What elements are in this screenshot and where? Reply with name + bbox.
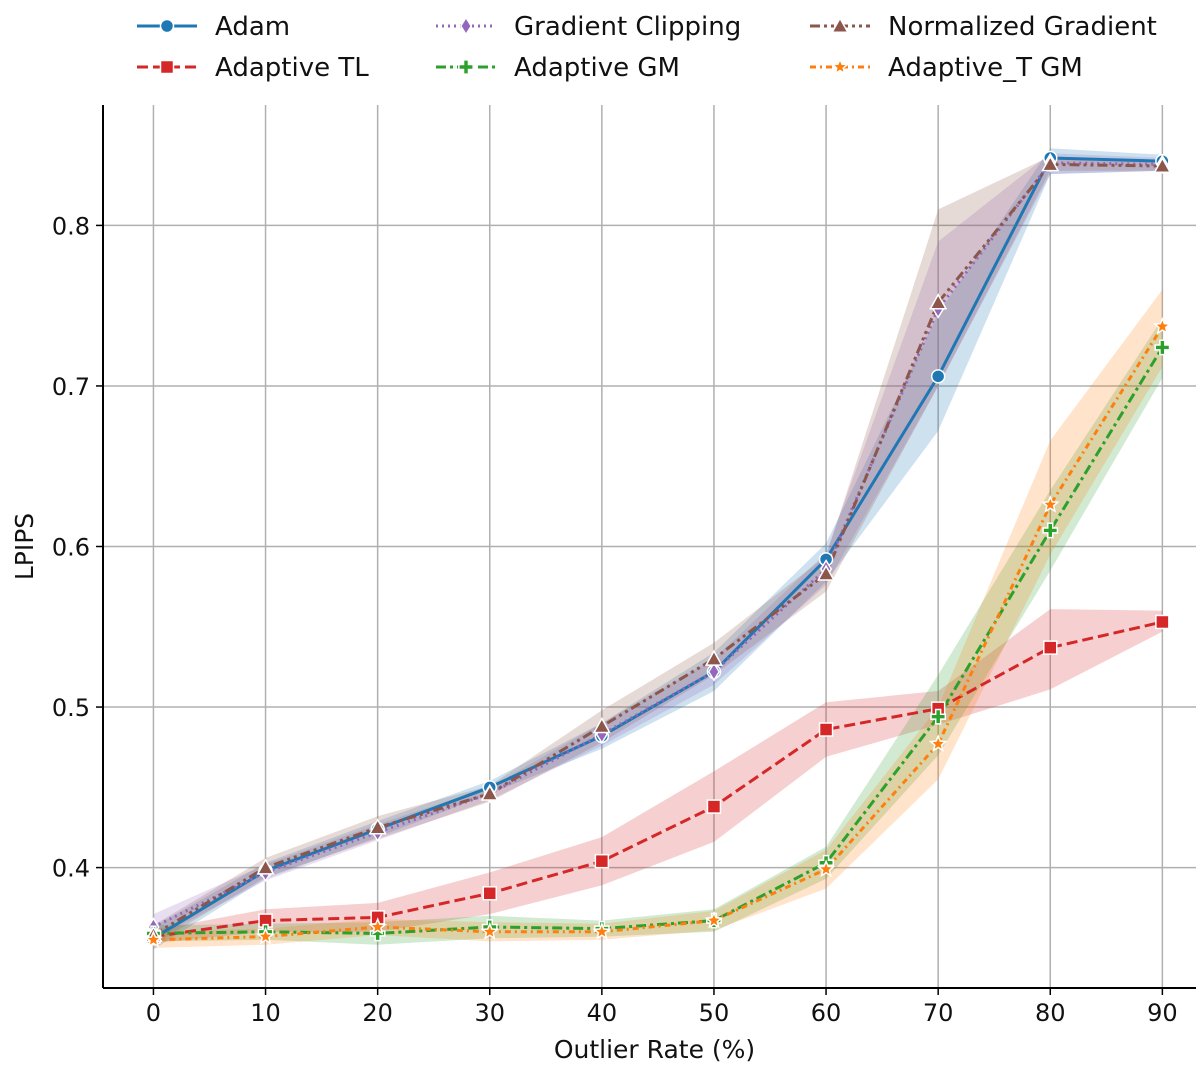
legend-label-normalized-gradient: Normalized Gradient bbox=[888, 12, 1157, 42]
band-adaptive-tl bbox=[153, 609, 1163, 943]
marker-adaptive-tl-90 bbox=[1155, 614, 1170, 630]
marker-gradient-clipping-50 bbox=[707, 661, 721, 682]
x-tick-label-40: 40 bbox=[587, 999, 618, 1027]
marker-adaptive-tl-60 bbox=[818, 722, 834, 737]
marker-adaptive-tl-50 bbox=[706, 799, 722, 814]
marker-adaptive-tl-40 bbox=[594, 853, 610, 869]
marker-adaptive-t-gm-30 bbox=[480, 922, 500, 940]
x-tick-label-60: 60 bbox=[811, 999, 842, 1027]
marker-adaptive-t-gm-20 bbox=[368, 917, 387, 935]
marker-adaptive-t-gm-90 bbox=[1153, 316, 1172, 335]
legend: Adam Adaptive TL Gradient Clipping Adaptive… bbox=[137, 12, 1157, 83]
x-tick-label-90: 90 bbox=[1147, 999, 1178, 1027]
x-tick-label-0: 0 bbox=[146, 999, 161, 1027]
y-tick-label-0.7: 0.7 bbox=[52, 373, 90, 401]
marker-normalized-gradient-20 bbox=[368, 818, 387, 835]
legend-label-adaptive-tl: Adaptive TL bbox=[215, 53, 369, 83]
y-tick-label-0.4: 0.4 bbox=[52, 855, 90, 883]
marker-normalized-gradient-10 bbox=[256, 858, 275, 875]
legend-label-adam: Adam bbox=[215, 12, 290, 42]
x-tick-label-50: 50 bbox=[699, 999, 730, 1027]
marker-adaptive-t-gm-0 bbox=[144, 930, 163, 948]
band-normalized-gradient bbox=[153, 156, 1163, 945]
marker-adaptive-gm-90 bbox=[1154, 339, 1171, 356]
y-tick-label-0.5: 0.5 bbox=[52, 694, 90, 722]
marker-adaptive-gm-80 bbox=[1042, 522, 1059, 539]
series-lines bbox=[152, 156, 1164, 942]
legend-marker-adaptive-t-gm bbox=[830, 57, 850, 75]
y-tick-label-0.8: 0.8 bbox=[52, 212, 90, 240]
legend-marker-adaptive-tl bbox=[159, 59, 175, 75]
confidence-bands bbox=[153, 148, 1163, 950]
legend-label-gradient-clipping: Gradient Clipping bbox=[514, 12, 741, 42]
series-markers bbox=[144, 150, 1172, 948]
x-tick-label-20: 20 bbox=[362, 999, 393, 1027]
marker-adaptive-t-gm-80 bbox=[1040, 495, 1060, 513]
x-tick-label-80: 80 bbox=[1035, 999, 1066, 1027]
legend-item-normalized-gradient: Normalized Gradient bbox=[810, 12, 1157, 42]
series-line-gradient-clipping bbox=[152, 161, 1163, 929]
marker-adaptive-tl-30 bbox=[482, 886, 498, 901]
legend-marker-gradient-clipping bbox=[459, 16, 473, 36]
marker-adaptive-t-gm-10 bbox=[256, 926, 275, 945]
band-gradient-clipping bbox=[153, 153, 1163, 940]
x-axis-title: Outlier Rate (%) bbox=[554, 1035, 755, 1064]
legend-marker-normalized-gradient bbox=[830, 16, 850, 33]
marker-normalized-gradient-90 bbox=[1153, 156, 1172, 173]
marker-adaptive-t-gm-60 bbox=[816, 859, 836, 878]
legend-item-adaptive-t-gm: Adaptive_T GM bbox=[810, 53, 1083, 83]
legend-label-adaptive-t-gm: Adaptive_T GM bbox=[888, 53, 1083, 83]
series-line-normalized-gradient bbox=[152, 162, 1163, 937]
y-tick-label-0.6: 0.6 bbox=[52, 534, 90, 562]
legend-marker-adaptive-gm bbox=[458, 59, 474, 75]
series-line-adaptive-gm bbox=[153, 346, 1164, 935]
marker-adaptive-tl-80 bbox=[1043, 640, 1058, 655]
marker-normalized-gradient-30 bbox=[480, 784, 499, 801]
legend-item-adam: Adam bbox=[137, 12, 290, 42]
marker-adaptive-t-gm-70 bbox=[928, 734, 948, 752]
y-axis-title: LPIPS bbox=[10, 513, 39, 580]
marker-normalized-gradient-40 bbox=[592, 716, 611, 734]
x-tick-label-30: 30 bbox=[474, 999, 505, 1027]
axes: 0 10 20 30 40 50 60 70 80 90 0.4 0.5 0.6 0.7 0.8 Outlie… bbox=[10, 105, 1196, 1064]
legend-item-adaptive-tl: Adaptive TL bbox=[137, 53, 369, 83]
grid-lines bbox=[103, 105, 1196, 988]
legend-label-adaptive-gm: Adaptive GM bbox=[514, 53, 680, 83]
marker-normalized-gradient-80 bbox=[1041, 155, 1060, 172]
marker-adam-70 bbox=[930, 369, 946, 384]
marker-normalized-gradient-60 bbox=[816, 564, 836, 581]
legend-marker-adam bbox=[159, 18, 175, 34]
legend-item-gradient-clipping: Gradient Clipping bbox=[436, 12, 741, 42]
x-tick-label-70: 70 bbox=[923, 999, 954, 1027]
marker-adaptive-t-gm-50 bbox=[704, 910, 724, 929]
x-tick-label-10: 10 bbox=[250, 999, 281, 1027]
band-adaptive-t-gm bbox=[153, 289, 1163, 948]
band-adam bbox=[153, 148, 1163, 950]
marker-adaptive-gm-70 bbox=[930, 708, 947, 725]
marker-adaptive-t-gm-40 bbox=[592, 922, 612, 940]
legend-item-adaptive-gm: Adaptive GM bbox=[436, 53, 680, 83]
marker-normalized-gradient-50 bbox=[704, 649, 724, 666]
marker-normalized-gradient-70 bbox=[929, 293, 948, 310]
series-line-adaptive-tl bbox=[153, 620, 1163, 939]
